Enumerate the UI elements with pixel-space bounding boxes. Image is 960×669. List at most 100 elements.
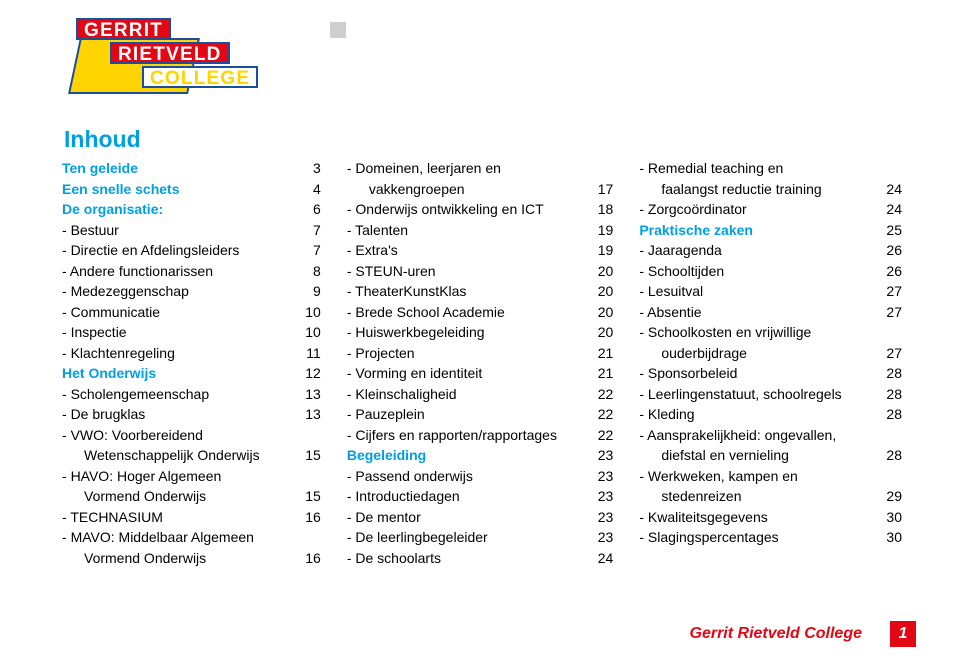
toc-label: Jaaragenda xyxy=(639,240,876,261)
toc-page-number: 23 xyxy=(587,466,613,487)
toc-label: Het Onderwijs xyxy=(62,363,295,384)
toc-row: Inspectie10 xyxy=(62,322,321,343)
toc-label: Domeinen, leerjaren en xyxy=(347,158,588,179)
toc-row: Communicatie10 xyxy=(62,302,321,323)
toc-row: Kwaliteitsgegevens30 xyxy=(639,507,902,528)
toc-page-number: 28 xyxy=(876,363,902,384)
page-title: Inhoud xyxy=(64,126,141,153)
toc-page-number: 16 xyxy=(295,548,321,569)
toc-label: Extra's xyxy=(347,240,588,261)
toc-page-number: 18 xyxy=(587,199,613,220)
toc-label: Cijfers en rapporten/rapportages xyxy=(347,425,588,446)
toc-page-number: 28 xyxy=(876,384,902,405)
toc-row: HAVO: Hoger Algemeen xyxy=(62,466,321,487)
toc-row: faalangst reductie training24 xyxy=(639,179,902,200)
toc-page-number: 19 xyxy=(587,220,613,241)
toc-label: Bestuur xyxy=(62,220,295,241)
toc-page-number: 10 xyxy=(295,302,321,323)
toc-row: Leerlingenstatuut, schoolregels28 xyxy=(639,384,902,405)
toc-page-number: 15 xyxy=(295,486,321,507)
toc-label: Projecten xyxy=(347,343,588,364)
toc-row: Cijfers en rapporten/rapportages22 xyxy=(347,425,614,446)
toc-page-number: 19 xyxy=(587,240,613,261)
toc-label: De leerlingbegeleider xyxy=(347,527,588,548)
toc-row: Werkweken, kampen en xyxy=(639,466,902,487)
toc-page-number: 12 xyxy=(295,363,321,384)
toc-label: TheaterKunstKlas xyxy=(347,281,588,302)
toc-page-number: 16 xyxy=(295,507,321,528)
toc-label: Vormend Onderwijs xyxy=(62,486,295,507)
logo-text-3: COLLEGE xyxy=(142,66,258,88)
toc-row: Kleinschaligheid22 xyxy=(347,384,614,405)
toc-page-number: 8 xyxy=(295,261,321,282)
toc-row: TheaterKunstKlas20 xyxy=(347,281,614,302)
toc-row: MAVO: Middelbaar Algemeen xyxy=(62,527,321,548)
toc-label: Klachtenregeling xyxy=(62,343,295,364)
toc-row: TECHNASIUM16 xyxy=(62,507,321,528)
toc-page-number: 23 xyxy=(587,527,613,548)
toc-label: Scholengemeenschap xyxy=(62,384,295,405)
toc-page-number: 27 xyxy=(876,281,902,302)
toc-label: Talenten xyxy=(347,220,588,241)
toc-page-number: 13 xyxy=(295,404,321,425)
toc-label: Communicatie xyxy=(62,302,295,323)
toc-page-number: 25 xyxy=(876,220,902,241)
toc-page-number: 6 xyxy=(295,199,321,220)
toc-row: Aansprakelijkheid: ongevallen, xyxy=(639,425,902,446)
toc-label: vakkengroepen xyxy=(347,179,588,200)
toc-row: De mentor23 xyxy=(347,507,614,528)
logo-text-2: RIETVELD xyxy=(110,42,230,64)
toc-page-number: 10 xyxy=(295,322,321,343)
toc-page-number: 20 xyxy=(587,261,613,282)
toc-column-1: Ten geleide3Een snelle schets4De organis… xyxy=(62,158,321,568)
toc-row: Introductiedagen23 xyxy=(347,486,614,507)
toc-page-number: 4 xyxy=(295,179,321,200)
toc-row: De leerlingbegeleider23 xyxy=(347,527,614,548)
toc-page-number: 11 xyxy=(295,343,321,364)
toc-page-number: 20 xyxy=(587,281,613,302)
toc-label: VWO: Voorbereidend xyxy=(62,425,295,446)
toc-row: Extra's19 xyxy=(347,240,614,261)
toc-row: Talenten19 xyxy=(347,220,614,241)
toc-row: Het Onderwijs12 xyxy=(62,363,321,384)
toc-label: Zorgcoördinator xyxy=(639,199,876,220)
toc-label: faalangst reductie training xyxy=(639,179,876,200)
toc-row: Lesuitval27 xyxy=(639,281,902,302)
toc-label: Lesuitval xyxy=(639,281,876,302)
toc-label: Onderwijs ontwikkeling en ICT xyxy=(347,199,588,220)
toc-row: Ten geleide3 xyxy=(62,158,321,179)
toc-page-number: 22 xyxy=(587,404,613,425)
toc-row: Directie en Afdelingsleiders7 xyxy=(62,240,321,261)
toc-page-number: 7 xyxy=(295,240,321,261)
toc-row: vakkengroepen17 xyxy=(347,179,614,200)
toc-page-number: 23 xyxy=(587,445,613,466)
toc-label: MAVO: Middelbaar Algemeen xyxy=(62,527,295,548)
toc-label: Huiswerkbegeleiding xyxy=(347,322,588,343)
toc-page-number: 27 xyxy=(876,302,902,323)
toc-label: De brugklas xyxy=(62,404,295,425)
toc-columns: Ten geleide3Een snelle schets4De organis… xyxy=(62,158,902,568)
toc-row: Brede School Academie20 xyxy=(347,302,614,323)
toc-page-number: 29 xyxy=(876,486,902,507)
toc-row: Begeleiding23 xyxy=(347,445,614,466)
toc-row: Pauzeplein22 xyxy=(347,404,614,425)
toc-page-number: 26 xyxy=(876,261,902,282)
toc-row: Absentie27 xyxy=(639,302,902,323)
toc-label: Absentie xyxy=(639,302,876,323)
toc-label: Aansprakelijkheid: ongevallen, xyxy=(639,425,876,446)
toc-row: Andere functionarissen8 xyxy=(62,261,321,282)
toc-label: De mentor xyxy=(347,507,588,528)
toc-row: Vormend Onderwijs16 xyxy=(62,548,321,569)
toc-label: ouderbijdrage xyxy=(639,343,876,364)
footer-school-name: Gerrit Rietveld College xyxy=(690,625,863,643)
toc-label: Andere functionarissen xyxy=(62,261,295,282)
toc-label: Slagingspercentages xyxy=(639,527,876,548)
toc-label: Passend onderwijs xyxy=(347,466,588,487)
toc-row: De schoolarts24 xyxy=(347,548,614,569)
toc-row: Schooltijden26 xyxy=(639,261,902,282)
toc-label: De schoolarts xyxy=(347,548,588,569)
logo: GERRIT RIETVELD COLLEGE xyxy=(62,18,322,102)
toc-page-number: 24 xyxy=(587,548,613,569)
toc-page-number: 3 xyxy=(295,158,321,179)
toc-label: Leerlingenstatuut, schoolregels xyxy=(639,384,876,405)
